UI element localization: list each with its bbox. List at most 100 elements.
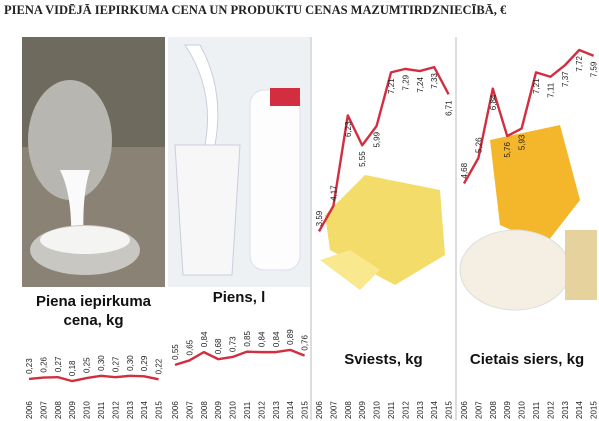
year-label: 2006 [460, 401, 469, 419]
year-label: 2011 [532, 401, 541, 419]
year-label: 2011 [387, 401, 396, 419]
year-label: 2015 [590, 401, 599, 419]
year-label: 2012 [401, 401, 410, 419]
price-line [462, 48, 595, 185]
year-label: 2007 [185, 401, 194, 419]
year-label: 2013 [561, 401, 570, 419]
value-label: 0,27 [111, 356, 120, 372]
year-label: 2011 [97, 401, 106, 419]
year-label: 2012 [257, 401, 266, 419]
value-label: 0,30 [97, 355, 106, 371]
year-label: 2014 [286, 401, 295, 419]
value-label: 7,29 [401, 74, 410, 90]
value-label: 0,84 [272, 331, 281, 347]
value-label: 0,84 [257, 331, 266, 347]
page-title: PIENA VIDĒJĀ IEPIRKUMA CENA UN PRODUKTU … [4, 3, 507, 17]
value-label: 7,11 [546, 82, 555, 98]
value-label: 0,76 [301, 335, 310, 351]
year-label: 2013 [416, 401, 425, 419]
chart-title-box: Sviests, kg [344, 351, 423, 368]
chart-title-box: Piena iepirkuma cena, kg [36, 293, 151, 329]
year-label: 2011 [243, 401, 252, 419]
value-label: 0,26 [39, 356, 48, 372]
value-label: 5,55 [358, 151, 367, 167]
cheese [490, 125, 580, 245]
chart-title: Cietais siers, kg [469, 351, 585, 368]
value-label: 4,17 [329, 185, 338, 201]
value-label: 0,18 [68, 360, 77, 376]
bottle-cap [270, 88, 300, 106]
year-label: 2013 [272, 401, 281, 419]
value-label: 0,22 [155, 358, 164, 374]
glass [174, 144, 241, 276]
value-label: 7,21 [532, 78, 541, 94]
value-label: 0,65 [185, 339, 194, 355]
brie [459, 229, 571, 311]
value-label: 5,93 [518, 134, 527, 150]
year-label: 2015 [445, 401, 454, 419]
year-label: 2008 [344, 401, 353, 419]
value-label: 4,68 [460, 162, 469, 178]
value-label: 6,84 [489, 94, 498, 110]
value-label: 6,23 [344, 121, 353, 137]
cheese-block [565, 230, 597, 300]
value-label: 0,29 [140, 355, 149, 371]
year-label: 2010 [83, 401, 92, 419]
year-label: 2013 [126, 401, 135, 419]
value-label: 7,59 [590, 61, 599, 77]
chart-title-box: Piens, l [212, 289, 266, 306]
value-label: 0,68 [214, 338, 223, 354]
year-label: 2009 [68, 401, 77, 419]
year-label: 2009 [358, 401, 367, 419]
chart-title: Piens, l [212, 289, 266, 306]
year-label: 2012 [546, 401, 555, 419]
value-label: 7,24 [416, 77, 425, 93]
year-label: 2008 [489, 401, 498, 419]
value-label: 0,30 [126, 355, 135, 371]
year-label: 2012 [111, 401, 120, 419]
price-line [174, 348, 306, 366]
value-label: 3,59 [315, 210, 324, 226]
year-label: 2010 [373, 401, 382, 419]
year-label: 2009 [214, 401, 223, 419]
price-line [28, 374, 159, 383]
year-label: 2006 [171, 401, 180, 419]
value-label: 7,72 [575, 55, 584, 71]
value-label: 7,33 [430, 73, 439, 89]
value-label: 5,99 [373, 131, 382, 147]
butter-slice [320, 250, 380, 290]
year-label: 2007 [329, 401, 338, 419]
value-label: 7,21 [387, 78, 396, 94]
pour [184, 44, 219, 146]
bucket-milk [40, 226, 130, 254]
year-label: 2009 [503, 401, 512, 419]
year-label: 2008 [54, 401, 63, 419]
can [28, 80, 112, 200]
price-line [317, 65, 450, 232]
year-label: 2007 [39, 401, 48, 419]
year-label: 2015 [301, 401, 310, 419]
year-label: 2014 [575, 401, 584, 419]
year-label: 2010 [229, 401, 238, 419]
value-label: 0,27 [54, 356, 63, 372]
year-label: 2014 [430, 401, 439, 419]
year-label: 2006 [315, 401, 324, 419]
chart-title: Sviests, kg [344, 351, 423, 368]
year-label: 2007 [474, 401, 483, 419]
year-label: 2015 [155, 401, 164, 419]
value-label: 0,25 [83, 357, 92, 373]
chart-title-box: Cietais siers, kg [469, 351, 585, 368]
year-label: 2010 [518, 401, 527, 419]
value-label: 0,23 [25, 358, 34, 374]
value-label: 0,55 [171, 344, 180, 360]
value-label: 0,73 [229, 336, 238, 352]
value-label: 7,37 [561, 71, 570, 87]
value-label: 0,85 [243, 331, 252, 347]
value-label: 5,76 [503, 142, 512, 158]
year-label: 2006 [25, 401, 34, 419]
value-label: 5,26 [474, 137, 483, 153]
year-label: 2014 [140, 401, 149, 419]
value-label: 0,84 [200, 331, 209, 347]
year-label: 2008 [200, 401, 209, 419]
